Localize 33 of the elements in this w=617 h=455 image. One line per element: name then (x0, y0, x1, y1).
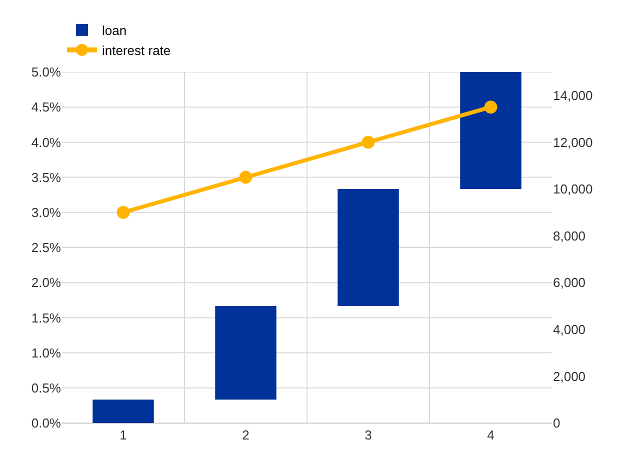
x-tick-label: 2 (242, 428, 250, 443)
y2-tick-label: 6,000 (553, 275, 586, 290)
point (484, 100, 498, 114)
point (362, 136, 375, 149)
bar (215, 306, 276, 400)
y-tick-label: 2.5% (31, 240, 62, 256)
bar (338, 189, 399, 306)
y2-tick-label: 14,000 (553, 88, 593, 103)
y-tick-label: 4.5% (31, 100, 62, 115)
y2-tick-label: 2,000 (553, 368, 586, 384)
point (116, 206, 130, 219)
y2-tick-label: 4,000 (553, 322, 586, 337)
bar (460, 72, 522, 189)
y-tick-label: 3.5% (31, 170, 62, 185)
y-tick-label: 1.5% (31, 310, 62, 326)
y2-tick-label: 10,000 (553, 182, 593, 197)
x-tick-label: 4 (487, 428, 494, 443)
y2-tick-label: 12,000 (553, 134, 593, 150)
legend-label: interest rate (102, 42, 171, 58)
y-tick-label: 0.5% (31, 380, 62, 396)
y-tick-label: 0.0% (31, 416, 62, 431)
x-tick-label: 1 (120, 428, 127, 443)
y-tick-label: 5.0% (31, 64, 62, 80)
y-tick-label: 2.0% (31, 275, 62, 290)
y-tick-label: 1.0% (31, 345, 62, 360)
y2-tick-label: 0 (553, 416, 560, 431)
legend-label: loan (102, 23, 127, 38)
x-tick-label: 3 (364, 428, 372, 443)
point (239, 170, 252, 184)
y-tick-label: 4.0% (31, 134, 62, 150)
bar (92, 400, 154, 423)
y-tick-label: 3.0% (31, 204, 62, 220)
y2-tick-label: 8,000 (553, 228, 586, 244)
